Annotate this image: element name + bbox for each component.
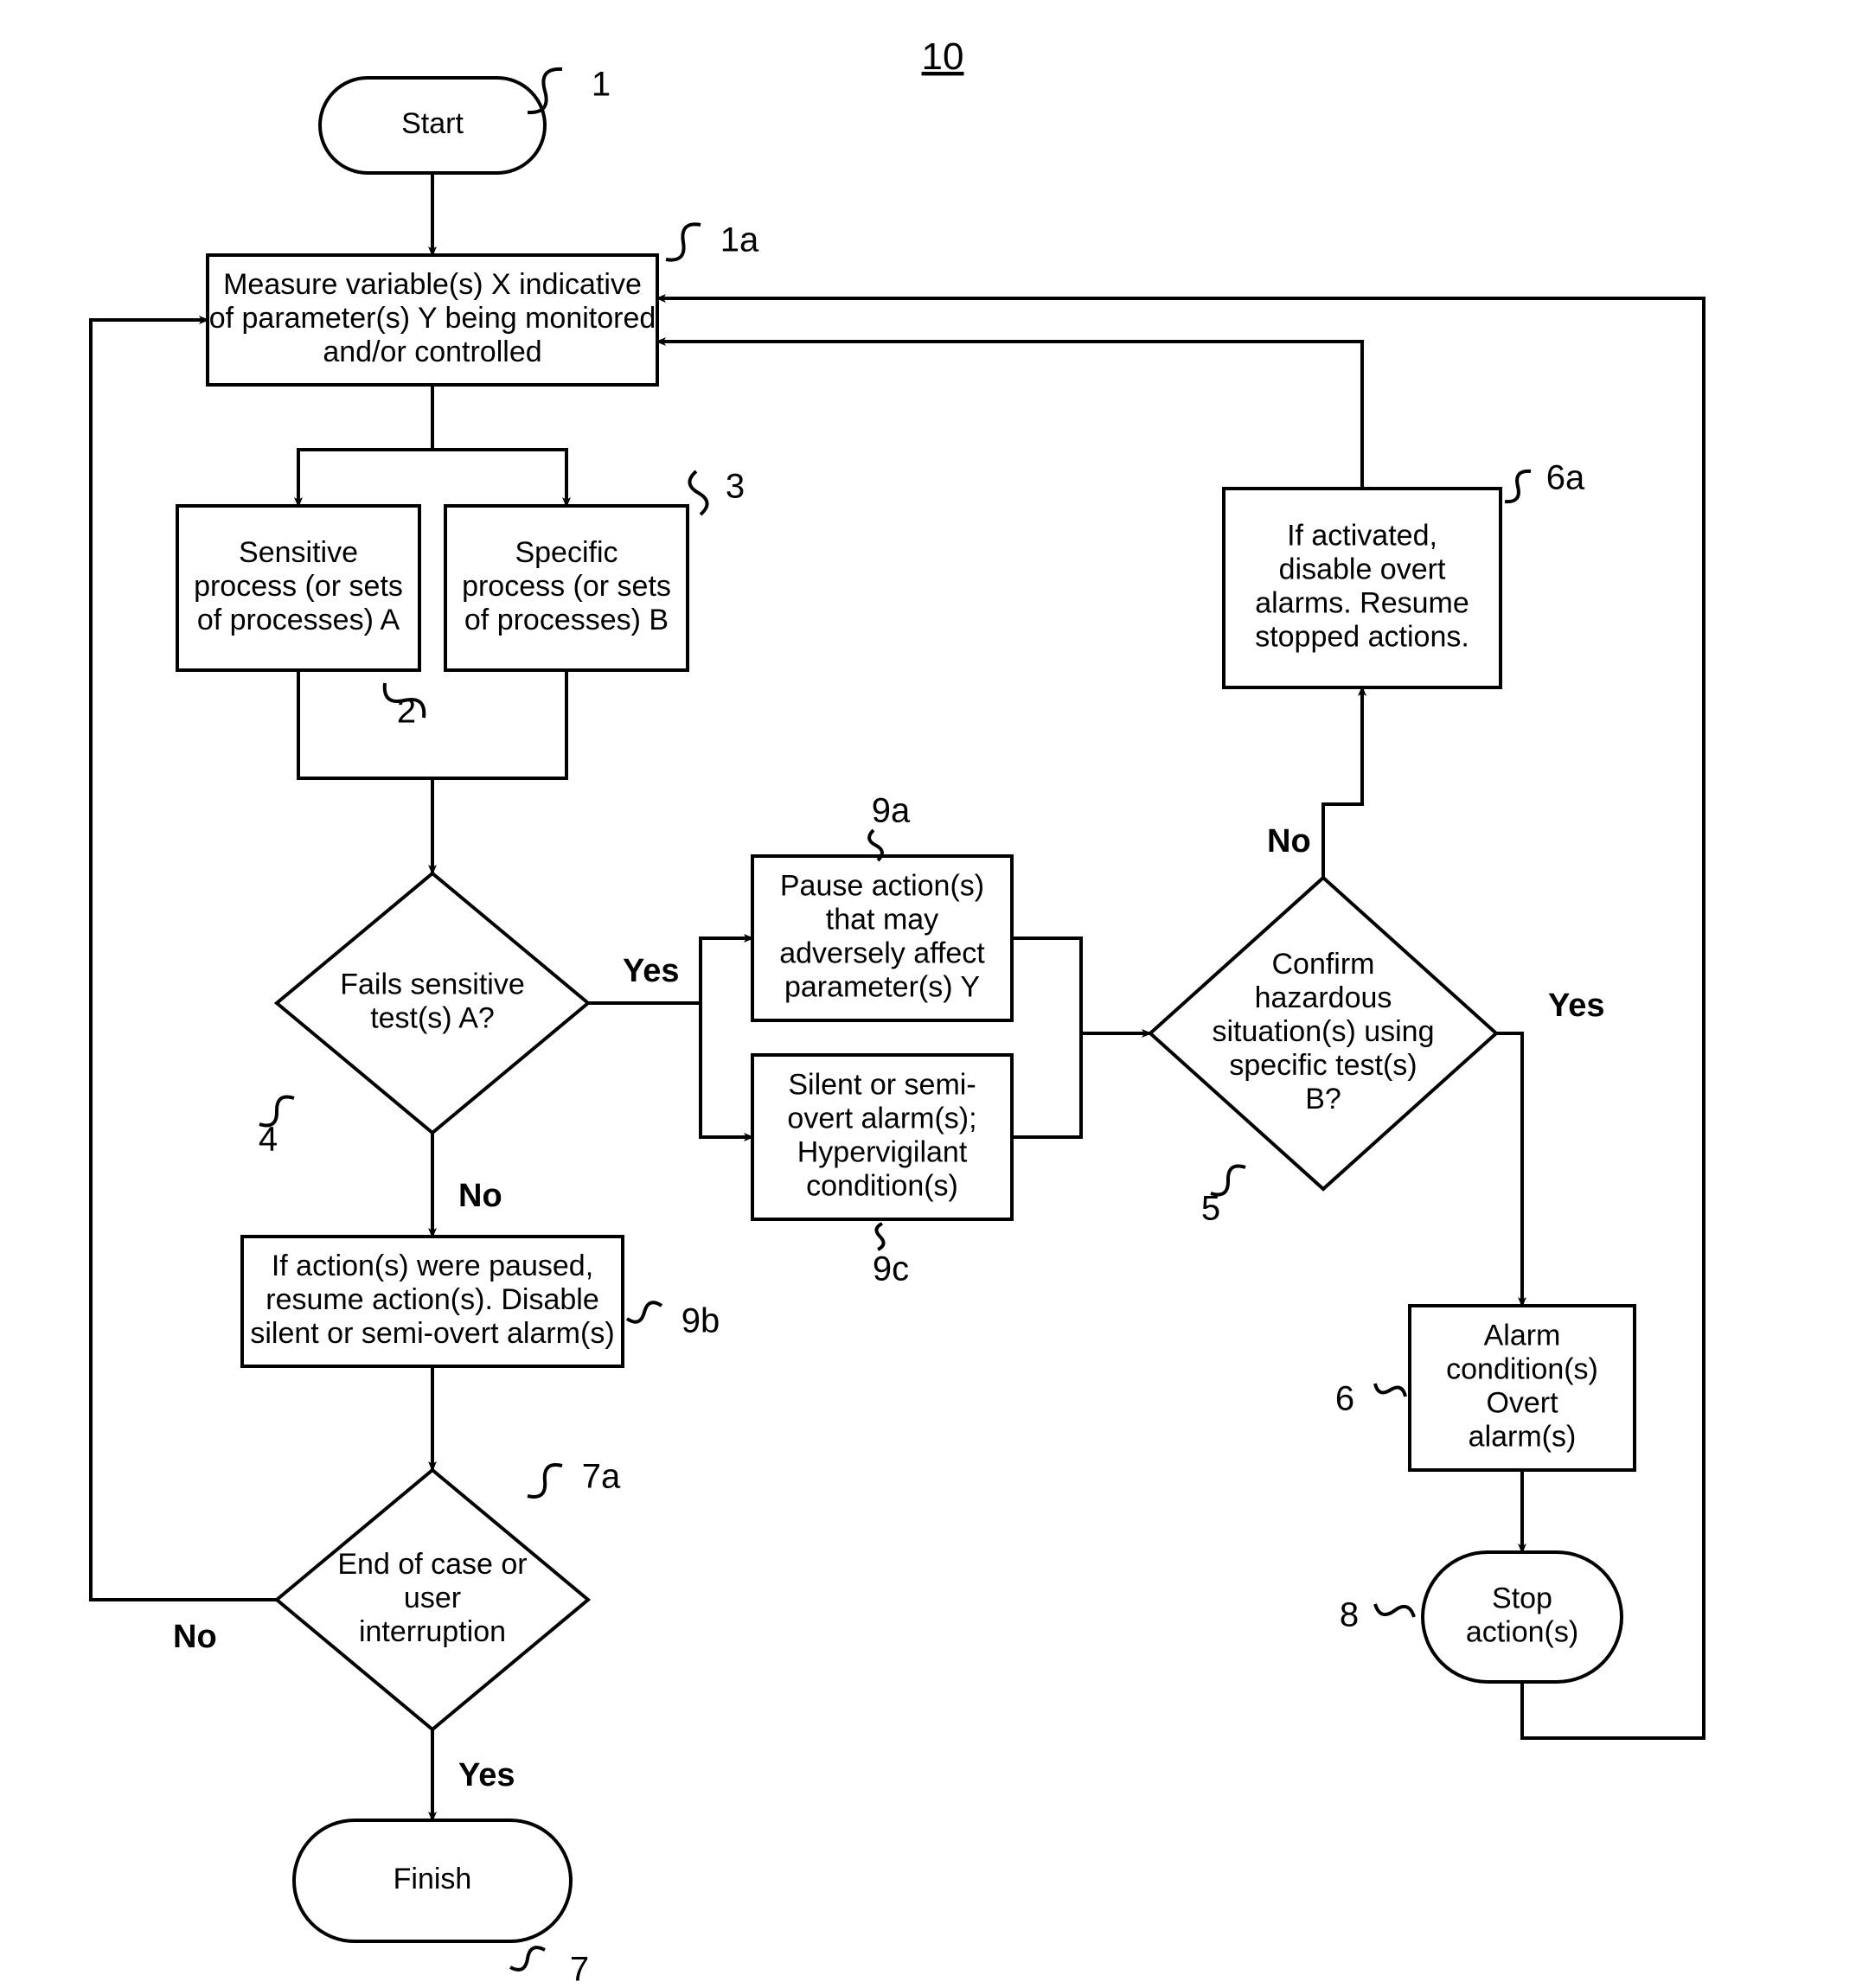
svg-text:action(s): action(s) bbox=[1466, 1616, 1578, 1649]
svg-text:silent or semi-overt alarm(s): silent or semi-overt alarm(s) bbox=[250, 1317, 614, 1350]
ref-label: 4 bbox=[259, 1121, 278, 1159]
svg-text:stopped actions.: stopped actions. bbox=[1255, 621, 1469, 654]
svg-text:test(s) A?: test(s) A? bbox=[370, 1002, 495, 1035]
svg-text:alarms. Resume: alarms. Resume bbox=[1255, 587, 1469, 620]
svg-text:hazardous: hazardous bbox=[1255, 981, 1392, 1014]
edge bbox=[1012, 1033, 1081, 1137]
ref-label: 6 bbox=[1335, 1380, 1354, 1418]
svg-text:Fails sensitive: Fails sensitive bbox=[340, 968, 525, 1000]
ref-label: 8 bbox=[1340, 1596, 1359, 1634]
ref-label: 9a bbox=[872, 792, 911, 830]
edge bbox=[432, 670, 566, 778]
ref-squiggle bbox=[876, 1224, 883, 1250]
edge bbox=[1012, 938, 1081, 1033]
flowchart-canvas: Yes No Yes No No Yes Start Measure variable(s) … bbox=[0, 0, 1875, 1988]
edge bbox=[657, 342, 1362, 489]
svg-text:Pause action(s): Pause action(s) bbox=[780, 869, 984, 902]
svg-text:adversely affect: adversely affect bbox=[779, 937, 985, 970]
edge-label: No bbox=[458, 1178, 502, 1214]
svg-text:user: user bbox=[404, 1582, 461, 1614]
edge bbox=[701, 1003, 752, 1137]
svg-text:that may: that may bbox=[826, 903, 938, 936]
edge-label: Yes bbox=[458, 1757, 515, 1793]
ref-label: 1 bbox=[592, 66, 611, 104]
figure-title: 10 bbox=[922, 35, 964, 78]
edge bbox=[1496, 1033, 1522, 1306]
svg-text:If action(s) were paused,: If action(s) were paused, bbox=[272, 1250, 593, 1282]
svg-text:If activated,: If activated, bbox=[1287, 519, 1437, 552]
svg-text:Silent or semi-: Silent or semi- bbox=[788, 1068, 976, 1101]
ref-squiggle bbox=[689, 471, 707, 515]
svg-text:resume action(s). Disable: resume action(s). Disable bbox=[266, 1283, 598, 1316]
svg-text:interruption: interruption bbox=[359, 1615, 506, 1648]
svg-text:Alarm: Alarm bbox=[1484, 1319, 1561, 1352]
ref-label: 5 bbox=[1201, 1190, 1220, 1228]
ref-squiggle bbox=[1375, 1384, 1405, 1397]
svg-text:specific test(s): specific test(s) bbox=[1229, 1049, 1417, 1082]
edge bbox=[432, 385, 566, 506]
ref-label: 6a bbox=[1546, 459, 1585, 497]
svg-text:End of case or: End of case or bbox=[337, 1548, 527, 1581]
svg-text:process (or sets: process (or sets bbox=[194, 570, 403, 603]
ref-label: 7a bbox=[582, 1458, 621, 1496]
svg-text:Measure variable(s) X indicati: Measure variable(s) X indicative bbox=[223, 268, 642, 301]
svg-text:Start: Start bbox=[401, 107, 464, 140]
svg-text:Hypervigilant: Hypervigilant bbox=[797, 1136, 968, 1169]
ref-squiggle bbox=[627, 1302, 662, 1322]
svg-text:Sensitive: Sensitive bbox=[239, 536, 358, 569]
svg-text:alarm(s): alarm(s) bbox=[1469, 1421, 1577, 1454]
edge-label: No bbox=[1267, 823, 1311, 860]
ref-label: 1a bbox=[720, 221, 759, 259]
svg-text:condition(s): condition(s) bbox=[1446, 1352, 1598, 1385]
svg-text:overt alarm(s);: overt alarm(s); bbox=[787, 1102, 976, 1135]
ref-squiggle bbox=[510, 1947, 545, 1970]
ref-label: 7 bbox=[570, 1951, 589, 1988]
svg-text:process (or sets: process (or sets bbox=[462, 570, 671, 603]
ref-squiggle bbox=[528, 1465, 562, 1497]
svg-text:condition(s): condition(s) bbox=[806, 1170, 958, 1203]
svg-text:disable overt: disable overt bbox=[1279, 553, 1446, 585]
ref-label: 2 bbox=[397, 693, 416, 731]
svg-text:and/or controlled: and/or controlled bbox=[323, 336, 541, 368]
edge bbox=[1323, 687, 1362, 878]
svg-text:parameter(s) Y: parameter(s) Y bbox=[784, 971, 980, 1004]
svg-text:Specific: Specific bbox=[515, 536, 618, 569]
edge-label: Yes bbox=[623, 953, 680, 989]
svg-text:Finish: Finish bbox=[394, 1863, 472, 1895]
svg-text:situation(s) using: situation(s) using bbox=[1212, 1015, 1434, 1048]
svg-text:of processes) B: of processes) B bbox=[464, 604, 669, 636]
ref-label: 9c bbox=[873, 1250, 909, 1288]
ref-label: 3 bbox=[726, 468, 745, 506]
ref-squiggle bbox=[1505, 471, 1531, 502]
ref-squiggle bbox=[666, 224, 701, 259]
svg-text:Stop: Stop bbox=[1492, 1582, 1552, 1614]
svg-text:B?: B? bbox=[1305, 1083, 1341, 1115]
svg-text:of processes) A: of processes) A bbox=[197, 604, 400, 636]
svg-text:of parameter(s) Y being monito: of parameter(s) Y being monitored bbox=[209, 302, 656, 335]
ref-squiggle bbox=[1375, 1604, 1414, 1617]
edge bbox=[298, 385, 432, 506]
edge-label: Yes bbox=[1548, 988, 1605, 1024]
svg-text:Overt: Overt bbox=[1486, 1387, 1558, 1420]
svg-text:Confirm: Confirm bbox=[1271, 948, 1374, 981]
edge-label: No bbox=[173, 1619, 217, 1655]
ref-label: 9b bbox=[682, 1302, 720, 1340]
